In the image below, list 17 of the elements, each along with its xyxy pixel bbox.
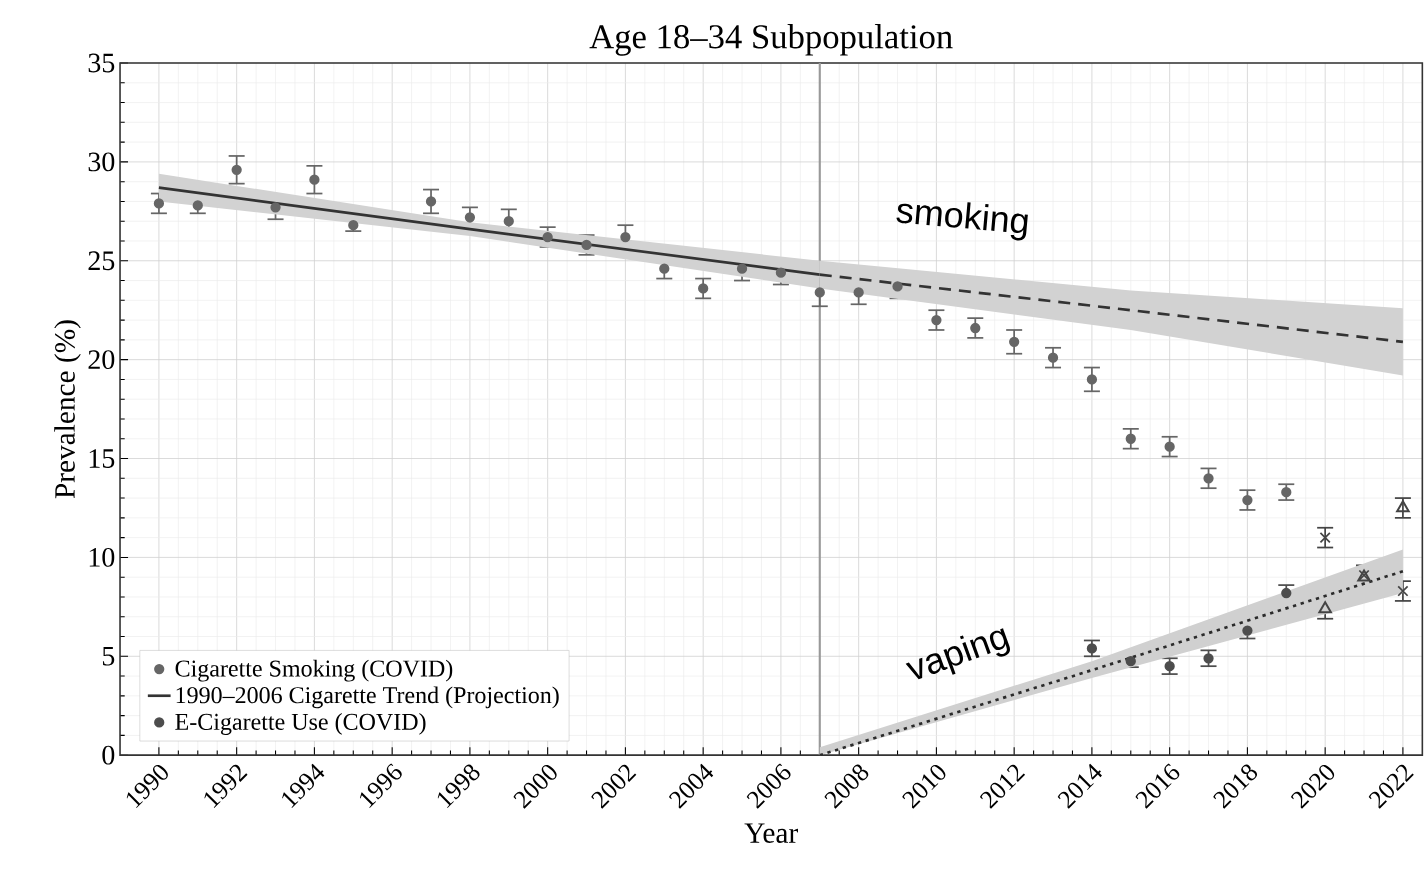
x-axis-title: Year <box>744 823 798 843</box>
y-tick-label: 10 <box>89 547 115 567</box>
legend-label: 1990–2006 Cigarette Trend (Projection) <box>176 686 559 709</box>
y-tick-label: 30 <box>88 152 115 172</box>
y-axis-title: Prevalence (%) <box>54 320 81 499</box>
chart-title: Age 18–34 Subpopulation <box>589 24 953 56</box>
y-tick-label: 5 <box>102 646 115 666</box>
y-tick-label: 20 <box>88 350 115 369</box>
y-tick-label: 0 <box>102 745 115 765</box>
y-tick-label: 15 <box>89 449 115 468</box>
annotation: smoking <box>896 202 1028 241</box>
annotation: vaping <box>905 628 1011 680</box>
y-tick-label: 35 <box>88 53 115 73</box>
y-tick-label: 25 <box>88 251 115 271</box>
x-tick-label: 1990 <box>126 764 168 808</box>
legend-label: E-Cigarette Use (COVID) <box>175 712 426 735</box>
legend-label: Cigarette Smoking (COVID) <box>175 659 453 682</box>
